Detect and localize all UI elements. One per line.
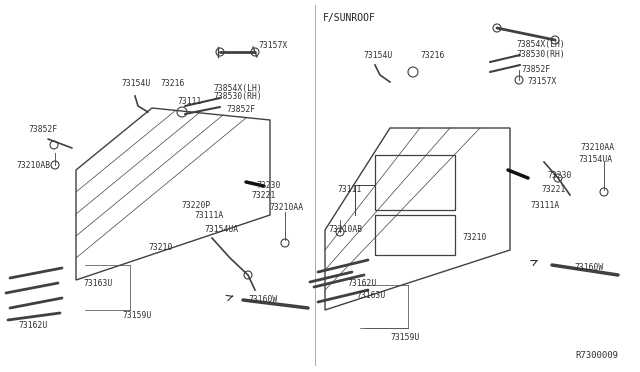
Text: 73157X: 73157X: [258, 42, 287, 51]
Text: 73159U: 73159U: [390, 334, 419, 343]
Text: 73210AA: 73210AA: [269, 202, 303, 212]
Text: 73154U: 73154U: [363, 51, 392, 60]
Text: 73852F: 73852F: [226, 105, 255, 113]
Text: 73111A: 73111A: [194, 212, 223, 221]
Text: 73163U: 73163U: [83, 279, 112, 288]
Text: 73162U: 73162U: [18, 321, 47, 330]
Text: R7300009: R7300009: [575, 352, 618, 360]
Text: 73210AB: 73210AB: [328, 225, 362, 234]
Text: 73852F: 73852F: [28, 125, 57, 135]
Text: 73210AA: 73210AA: [580, 144, 614, 153]
Text: 73220P: 73220P: [181, 201, 211, 209]
Text: 73154UA: 73154UA: [578, 155, 612, 164]
Text: 73230: 73230: [256, 180, 280, 189]
Text: 73159U: 73159U: [122, 311, 151, 320]
Text: 73216: 73216: [420, 51, 444, 60]
Text: 73160W: 73160W: [574, 263, 604, 273]
Text: F/SUNROOF: F/SUNROOF: [323, 13, 376, 23]
Text: 73854X(LH): 73854X(LH): [213, 83, 262, 93]
Text: 738530(RH): 738530(RH): [516, 51, 564, 60]
Text: 73221: 73221: [251, 192, 275, 201]
Text: 73210: 73210: [148, 244, 172, 253]
Text: 73154U: 73154U: [121, 78, 150, 87]
Text: 73111A: 73111A: [530, 201, 559, 209]
Text: 73230: 73230: [547, 170, 572, 180]
Text: 73162U: 73162U: [347, 279, 376, 288]
Text: 73163U: 73163U: [356, 291, 385, 299]
Text: 73154UA: 73154UA: [204, 225, 238, 234]
Text: 73210AB: 73210AB: [16, 160, 50, 170]
Text: 73210: 73210: [462, 234, 486, 243]
Text: 73111: 73111: [337, 186, 362, 195]
Text: 73111: 73111: [177, 96, 202, 106]
Text: 73852F: 73852F: [521, 65, 550, 74]
Text: 73854X(LH): 73854X(LH): [516, 41, 564, 49]
Text: 73157X: 73157X: [527, 77, 556, 87]
Text: 73221: 73221: [541, 186, 565, 195]
Text: 738530(RH): 738530(RH): [213, 93, 262, 102]
Text: 73160W: 73160W: [248, 295, 277, 305]
Text: 73216: 73216: [160, 78, 184, 87]
